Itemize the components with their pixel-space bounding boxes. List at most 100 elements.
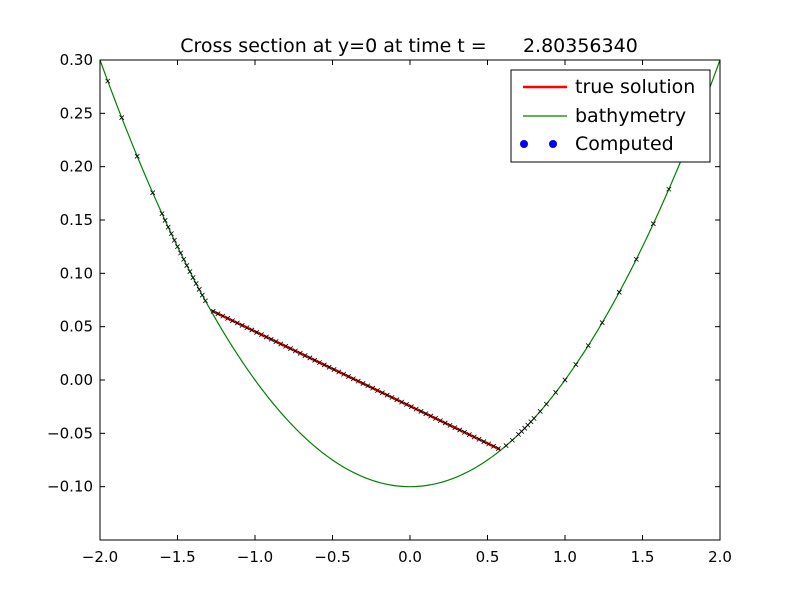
computed-marker <box>418 408 424 414</box>
computed-marker <box>442 420 448 426</box>
legend-label-bathymetry: bathymetry <box>575 105 686 127</box>
computed-marker <box>452 425 458 431</box>
computed-marker <box>321 362 327 368</box>
computed-marker <box>263 334 269 340</box>
computed-marker <box>210 308 216 314</box>
computed-marker <box>423 411 429 417</box>
computed-marker <box>312 357 318 363</box>
computed-marker <box>481 439 487 445</box>
computed-marker <box>331 367 337 373</box>
computed-marker <box>225 315 231 321</box>
computed-marker <box>288 346 293 352</box>
computed-marker <box>346 374 351 379</box>
computed-marker <box>171 237 177 243</box>
computed-marker <box>105 78 111 84</box>
computed-marker <box>150 190 156 196</box>
legend-label-true-solution: true solution <box>575 76 695 98</box>
computed-marker <box>297 350 303 356</box>
computed-marker <box>134 153 140 159</box>
computed-marker <box>585 343 591 349</box>
computed-marker <box>476 436 482 442</box>
series-line-true-solution <box>211 309 501 451</box>
computed-marker <box>437 418 443 424</box>
plot-frame <box>99 59 721 541</box>
computed-marker <box>503 443 509 449</box>
computed-marker <box>220 313 226 319</box>
computed-marker <box>196 286 202 292</box>
x-tick-label: 0.5 <box>476 548 500 566</box>
computed-marker <box>573 362 579 368</box>
y-tick-label: 0.20 <box>60 158 93 176</box>
x-tick-label: −1.5 <box>159 548 195 566</box>
computed-marker <box>159 211 165 217</box>
chart-title: Cross section at y=0 at time t = 2.80356… <box>180 35 638 57</box>
computed-marker <box>365 383 371 389</box>
computed-marker <box>326 364 332 370</box>
computed-marker <box>428 413 434 419</box>
computed-marker <box>650 221 656 227</box>
computed-marker <box>394 397 400 403</box>
x-tick-label: 2.0 <box>708 548 732 566</box>
computed-marker <box>254 329 260 335</box>
computed-marker <box>181 256 187 262</box>
y-tick-label: 0.25 <box>60 104 93 122</box>
computed-marker <box>509 437 515 443</box>
computed-marker <box>259 332 264 338</box>
computed-marker <box>379 390 385 396</box>
legend: true solution bathymetry Computed <box>510 69 711 163</box>
computed-marker <box>341 371 347 377</box>
computed-marker <box>292 348 298 354</box>
computed-marker <box>433 415 438 421</box>
computed-marker <box>119 115 125 121</box>
computed-marker <box>466 432 472 438</box>
computed-marker <box>187 269 193 275</box>
computed-marker <box>215 311 221 317</box>
computed-marker <box>553 389 559 395</box>
computed-marker <box>495 446 501 452</box>
computed-marker <box>234 320 240 326</box>
x-tick-label: −0.5 <box>314 548 350 566</box>
computed-marker <box>317 360 322 366</box>
computed-marker <box>165 224 171 230</box>
x-tick-label: −2.0 <box>82 548 118 566</box>
computed-marker <box>666 186 672 192</box>
computed-marker <box>249 327 255 333</box>
computed-marker <box>162 217 168 223</box>
x-tick-label: 1.0 <box>553 548 577 566</box>
computed-marker <box>447 422 453 428</box>
computed-marker <box>244 325 250 331</box>
y-tick-label: −0.10 <box>47 478 93 496</box>
computed-marker <box>486 441 492 447</box>
computed-marker <box>543 401 549 407</box>
x-axis: −2.0 −1.5 −1.0 −0.5 0.0 0.5 1.0 1.5 2.0 <box>82 60 732 566</box>
legend-swatch-computed-marker-2 <box>549 140 557 148</box>
computed-marker <box>184 263 190 268</box>
computed-marker <box>178 250 184 256</box>
legend-swatch-computed-marker-1 <box>520 140 528 148</box>
y-tick-label: 0.10 <box>60 264 93 282</box>
legend-label-computed: Computed <box>575 133 674 155</box>
computed-marker <box>599 320 605 326</box>
computed-marker <box>199 292 205 298</box>
y-axis: −0.10 −0.05 0.00 0.05 0.10 0.15 0.20 0.25 0.30 <box>47 51 720 496</box>
y-tick-label: 0.05 <box>60 318 93 336</box>
computed-marker <box>457 427 463 433</box>
computed-marker <box>404 401 409 407</box>
computed-marker <box>537 408 543 414</box>
plot-area <box>100 60 720 488</box>
y-tick-label: 0.30 <box>60 51 93 69</box>
computed-marker <box>491 443 496 449</box>
computed-marker <box>399 399 405 405</box>
computed-marker <box>375 387 380 393</box>
computed-marker <box>562 377 568 383</box>
computed-marker <box>193 281 199 287</box>
computed-marker <box>370 385 376 391</box>
computed-marker <box>175 244 180 250</box>
computed-marker <box>616 289 622 295</box>
computed-marker <box>350 376 356 382</box>
computed-marker <box>202 298 208 304</box>
computed-marker <box>471 434 477 440</box>
computed-marker <box>408 404 414 410</box>
computed-marker <box>283 343 289 349</box>
